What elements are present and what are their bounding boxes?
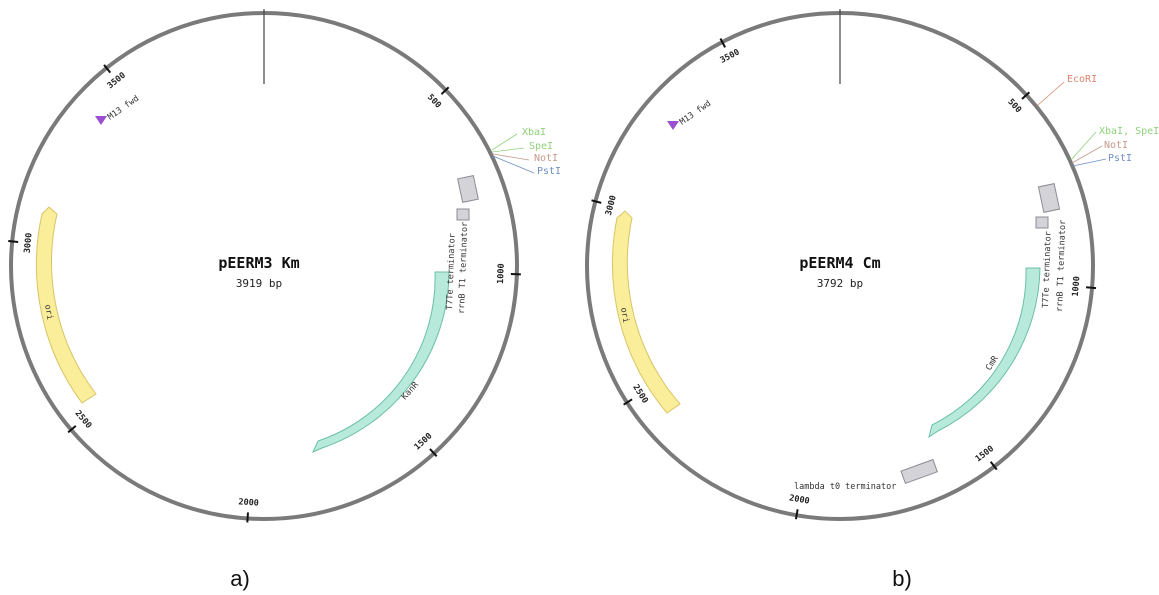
tick-label: 3500 xyxy=(106,71,128,92)
restriction-sites: XbaI SpeI NotI PstI xyxy=(491,127,561,177)
tick-mark xyxy=(246,512,249,523)
tick-label: 500 xyxy=(425,93,443,111)
ori-feature xyxy=(35,206,97,404)
tick-label: 1000 xyxy=(496,263,507,284)
tick-label: 500 xyxy=(1005,97,1023,115)
terminator-box-2 xyxy=(1035,216,1049,229)
tick-label: 2500 xyxy=(630,383,649,406)
tick-mark xyxy=(103,64,112,74)
tick-mark xyxy=(989,461,998,471)
ori-feature xyxy=(611,210,681,414)
tick-mark xyxy=(67,425,77,434)
tick-mark xyxy=(429,448,438,458)
plasmid-size: 3919 bp xyxy=(236,277,282,290)
cmr-feature xyxy=(928,267,1041,439)
tick-mark xyxy=(794,509,799,520)
tick-mark xyxy=(591,199,602,204)
kanr-feature xyxy=(312,271,450,453)
t7te-terminator-label: T7Te terminator xyxy=(445,233,458,310)
tick-label: 3000 xyxy=(23,232,35,253)
tick-mark xyxy=(8,240,19,243)
tick-label: 1000 xyxy=(1071,276,1083,297)
tick-label: 2000 xyxy=(238,497,259,508)
terminator-box-1 xyxy=(457,175,479,203)
tick-label: 2500 xyxy=(73,409,94,431)
site-xbai: XbaI xyxy=(522,127,546,138)
ori-label: ori xyxy=(42,304,55,321)
terminator-box-3 xyxy=(900,458,939,485)
site-xbai-spei: XbaI, SpeI xyxy=(1099,126,1159,137)
m13-fwd-primer-icon xyxy=(667,121,679,130)
rrnb-t1-terminator-label: rrnB T1 terminator xyxy=(457,222,470,314)
tick-label: 3000 xyxy=(604,194,619,216)
site-noti: NotI xyxy=(1104,140,1128,151)
lambda-t0-terminator-label: lambda t0 terminator xyxy=(794,482,896,492)
panel-label: b) xyxy=(892,566,912,591)
tick-mark xyxy=(719,38,726,48)
plasmid-name: pEERM4 Cm xyxy=(799,254,880,272)
m13-fwd-label: M13 fwd xyxy=(106,94,141,123)
site-spei: SpeI xyxy=(529,141,553,152)
tick-label: 2000 xyxy=(788,493,810,506)
m13-fwd-primer-icon xyxy=(95,116,107,125)
rrnb-t1-terminator-label: rrnB T1 terminator xyxy=(1055,220,1068,312)
tick-mark xyxy=(1021,91,1031,100)
terminator-box-1 xyxy=(1037,183,1061,213)
site-ecori: EcoRI xyxy=(1067,74,1097,85)
m13-fwd-label: M13 fwd xyxy=(678,99,713,128)
site-psti: PstI xyxy=(537,166,561,177)
plasmid-size: 3792 bp xyxy=(817,277,863,290)
tick-mark xyxy=(1085,286,1097,290)
plasmid-name: pEERM3 Km xyxy=(218,254,299,272)
tick-label: 3500 xyxy=(719,47,742,65)
ori-label: ori xyxy=(618,307,631,324)
restriction-sites: EcoRI XbaI, SpeI NotI PstI xyxy=(1037,74,1159,167)
tick-label: 1500 xyxy=(974,444,996,464)
site-noti: NotI xyxy=(534,153,558,164)
tick-mark xyxy=(623,398,633,406)
site-psti: PstI xyxy=(1108,153,1132,164)
panel-label: a) xyxy=(230,566,250,591)
tick-mark xyxy=(440,86,450,95)
t7te-terminator-label: T7Te terminator xyxy=(1041,231,1054,308)
terminator-box-2 xyxy=(456,208,470,221)
